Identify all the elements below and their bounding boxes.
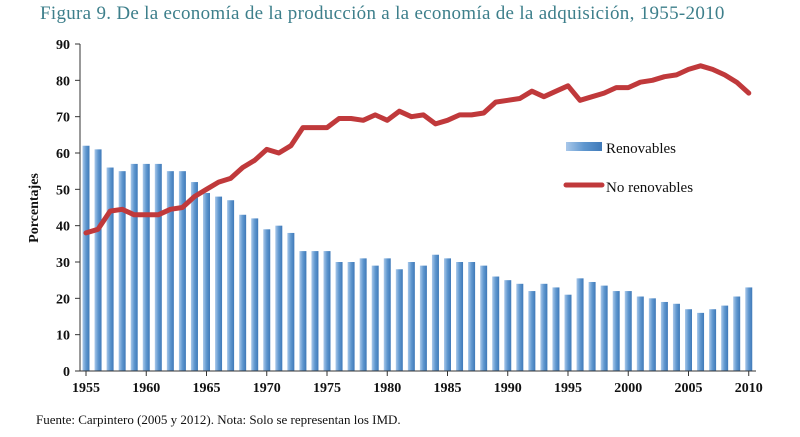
bar bbox=[311, 251, 319, 371]
y-tick-label: 90 bbox=[56, 38, 70, 53]
bar bbox=[516, 283, 524, 371]
bar bbox=[600, 285, 608, 371]
y-axis: 0 10 20 30 40 50 60 70 80 90 bbox=[56, 38, 80, 380]
bar bbox=[431, 254, 439, 371]
bar bbox=[576, 278, 584, 371]
bar bbox=[275, 225, 283, 371]
bar bbox=[142, 163, 150, 371]
x-tick-label: 1980 bbox=[373, 381, 401, 396]
legend: Renovables No renovables bbox=[563, 141, 693, 196]
bar bbox=[745, 287, 753, 371]
legend-label-no-renovables: No renovables bbox=[606, 180, 693, 196]
bar bbox=[492, 276, 500, 371]
source-note: Fuente: Carpintero (2005 y 2012). Nota: … bbox=[36, 412, 401, 427]
bar bbox=[239, 214, 247, 371]
bar bbox=[672, 303, 680, 371]
bar bbox=[251, 218, 259, 371]
bar bbox=[721, 305, 729, 371]
x-tick-label: 1965 bbox=[193, 381, 221, 396]
bar bbox=[444, 258, 451, 371]
bar bbox=[624, 291, 632, 371]
y-tick-label: 80 bbox=[56, 74, 70, 89]
y-tick-label: 30 bbox=[56, 256, 70, 271]
bar bbox=[456, 262, 464, 371]
y-tick-label: 40 bbox=[56, 220, 70, 235]
bar bbox=[190, 182, 198, 371]
bar bbox=[178, 171, 186, 371]
x-tick-label: 2010 bbox=[735, 381, 763, 396]
bar bbox=[709, 309, 717, 371]
renovables-bars bbox=[82, 145, 753, 371]
bar bbox=[263, 229, 271, 371]
bar bbox=[564, 294, 572, 371]
bar bbox=[203, 192, 210, 371]
bar bbox=[395, 269, 403, 371]
no-renovables-line-layer bbox=[83, 63, 752, 236]
bar bbox=[552, 287, 560, 371]
bar bbox=[733, 296, 741, 371]
bar bbox=[528, 291, 536, 371]
bar bbox=[685, 309, 692, 371]
x-tick-label: 1995 bbox=[554, 381, 582, 396]
y-tick-label: 0 bbox=[63, 365, 70, 380]
bar bbox=[407, 262, 415, 371]
x-tick-label: 2000 bbox=[614, 381, 642, 396]
y-tick-label: 70 bbox=[56, 111, 70, 126]
x-axis: 1955 1960 1965 1970 1975 1980 1985 1990 1995 2000… bbox=[72, 371, 763, 396]
bar bbox=[227, 200, 235, 371]
bar bbox=[130, 163, 138, 371]
y-tick-label: 10 bbox=[56, 329, 70, 344]
bar bbox=[468, 262, 476, 371]
legend-swatch-renovables bbox=[566, 142, 602, 151]
bar bbox=[323, 251, 331, 371]
y-tick-label: 20 bbox=[56, 292, 70, 307]
x-tick-label: 1955 bbox=[72, 381, 100, 396]
bar bbox=[636, 296, 644, 371]
legend-label-renovables: Renovables bbox=[606, 141, 676, 157]
bar bbox=[94, 149, 102, 371]
chart-title: Figura 9. De la economía de la producció… bbox=[40, 3, 725, 24]
bar bbox=[215, 196, 223, 371]
y-axis-title-group: Porcentajes bbox=[27, 173, 42, 243]
x-tick-label: 1990 bbox=[494, 381, 522, 396]
bar bbox=[335, 262, 343, 371]
bar bbox=[154, 163, 162, 371]
bar bbox=[480, 265, 488, 371]
x-tick-label: 1970 bbox=[253, 381, 281, 396]
bar bbox=[106, 167, 114, 371]
no-renovables-line bbox=[83, 63, 752, 236]
bar bbox=[82, 145, 90, 371]
x-tick-label: 1960 bbox=[132, 381, 160, 396]
bar bbox=[648, 298, 656, 371]
y-axis-title: Porcentajes bbox=[27, 173, 42, 243]
bar bbox=[299, 251, 307, 371]
bar bbox=[540, 283, 548, 371]
bar bbox=[612, 291, 620, 371]
bar bbox=[504, 280, 512, 371]
bar bbox=[419, 265, 427, 371]
bar bbox=[371, 265, 379, 371]
y-tick-label: 50 bbox=[56, 183, 70, 198]
bar bbox=[347, 262, 355, 371]
bar bbox=[660, 301, 668, 371]
x-tick-label: 1975 bbox=[313, 381, 341, 396]
y-tick-label: 60 bbox=[56, 147, 70, 162]
bar bbox=[287, 232, 295, 371]
bar bbox=[697, 312, 705, 371]
bar bbox=[359, 258, 367, 371]
x-tick-label: 2005 bbox=[675, 381, 703, 396]
bar bbox=[118, 171, 126, 371]
bar bbox=[383, 258, 391, 371]
bar bbox=[166, 171, 174, 371]
x-tick-label: 1985 bbox=[434, 381, 462, 396]
bar bbox=[588, 281, 596, 371]
